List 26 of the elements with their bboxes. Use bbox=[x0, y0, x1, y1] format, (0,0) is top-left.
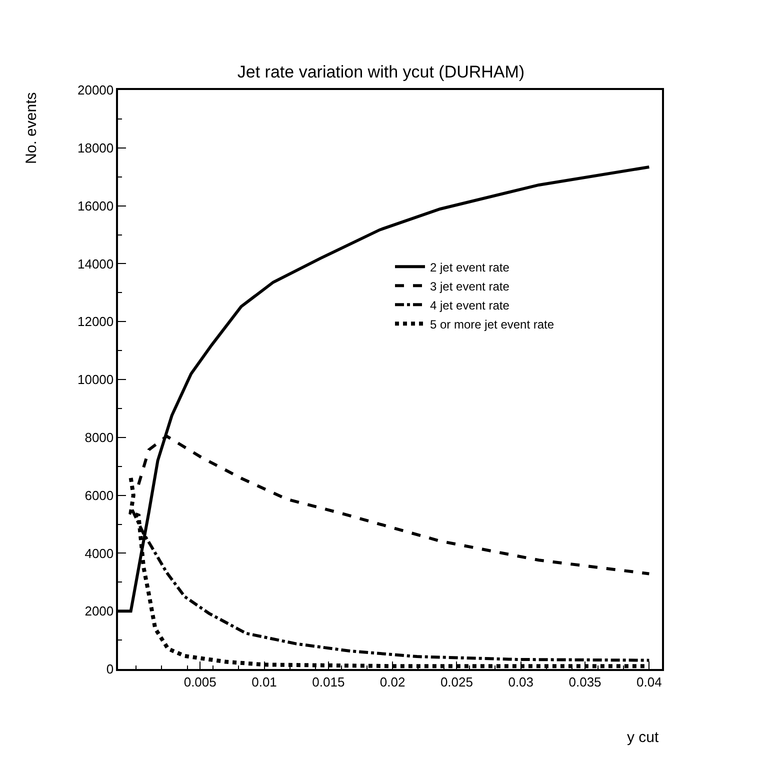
y-tick-label: 20000 bbox=[77, 82, 114, 98]
x-tick-label: 0.04 bbox=[636, 674, 662, 690]
y-tick-label: 2000 bbox=[84, 604, 114, 619]
legend-label: 4 jet event rate bbox=[430, 298, 510, 312]
chart-title: Jet rate variation with ycut (DURHAM) bbox=[237, 62, 525, 82]
x-tick-label: 0.005 bbox=[184, 674, 216, 690]
x-tick-label: 0.035 bbox=[568, 674, 602, 690]
y-tick-label: 14000 bbox=[77, 256, 114, 272]
legend-label: 5 or more jet event rate bbox=[430, 317, 554, 332]
x-tick-label: 0.02 bbox=[380, 674, 406, 690]
x-tick-label: 0.01 bbox=[252, 674, 277, 690]
x-tick-label: 0.015 bbox=[312, 674, 345, 690]
legend-label: 2 jet event rate bbox=[430, 260, 510, 274]
legend-label: 3 jet event rate bbox=[430, 279, 510, 294]
y-tick-label: 8000 bbox=[84, 430, 114, 445]
y-tick-label: 12000 bbox=[77, 314, 114, 330]
y-tick-label: 4000 bbox=[84, 546, 114, 561]
x-tick-label: 0.03 bbox=[508, 674, 534, 690]
y-tick-label: 0 bbox=[106, 662, 114, 677]
x-axis-title: y cut bbox=[627, 729, 660, 746]
y-tick-label: 10000 bbox=[77, 372, 114, 388]
x-tick-label: 0.025 bbox=[440, 674, 473, 690]
y-tick-label: 6000 bbox=[84, 488, 114, 503]
y-tick-label: 16000 bbox=[77, 198, 114, 214]
y-tick-label: 18000 bbox=[77, 140, 114, 156]
y-axis-title: No. events bbox=[22, 92, 40, 164]
